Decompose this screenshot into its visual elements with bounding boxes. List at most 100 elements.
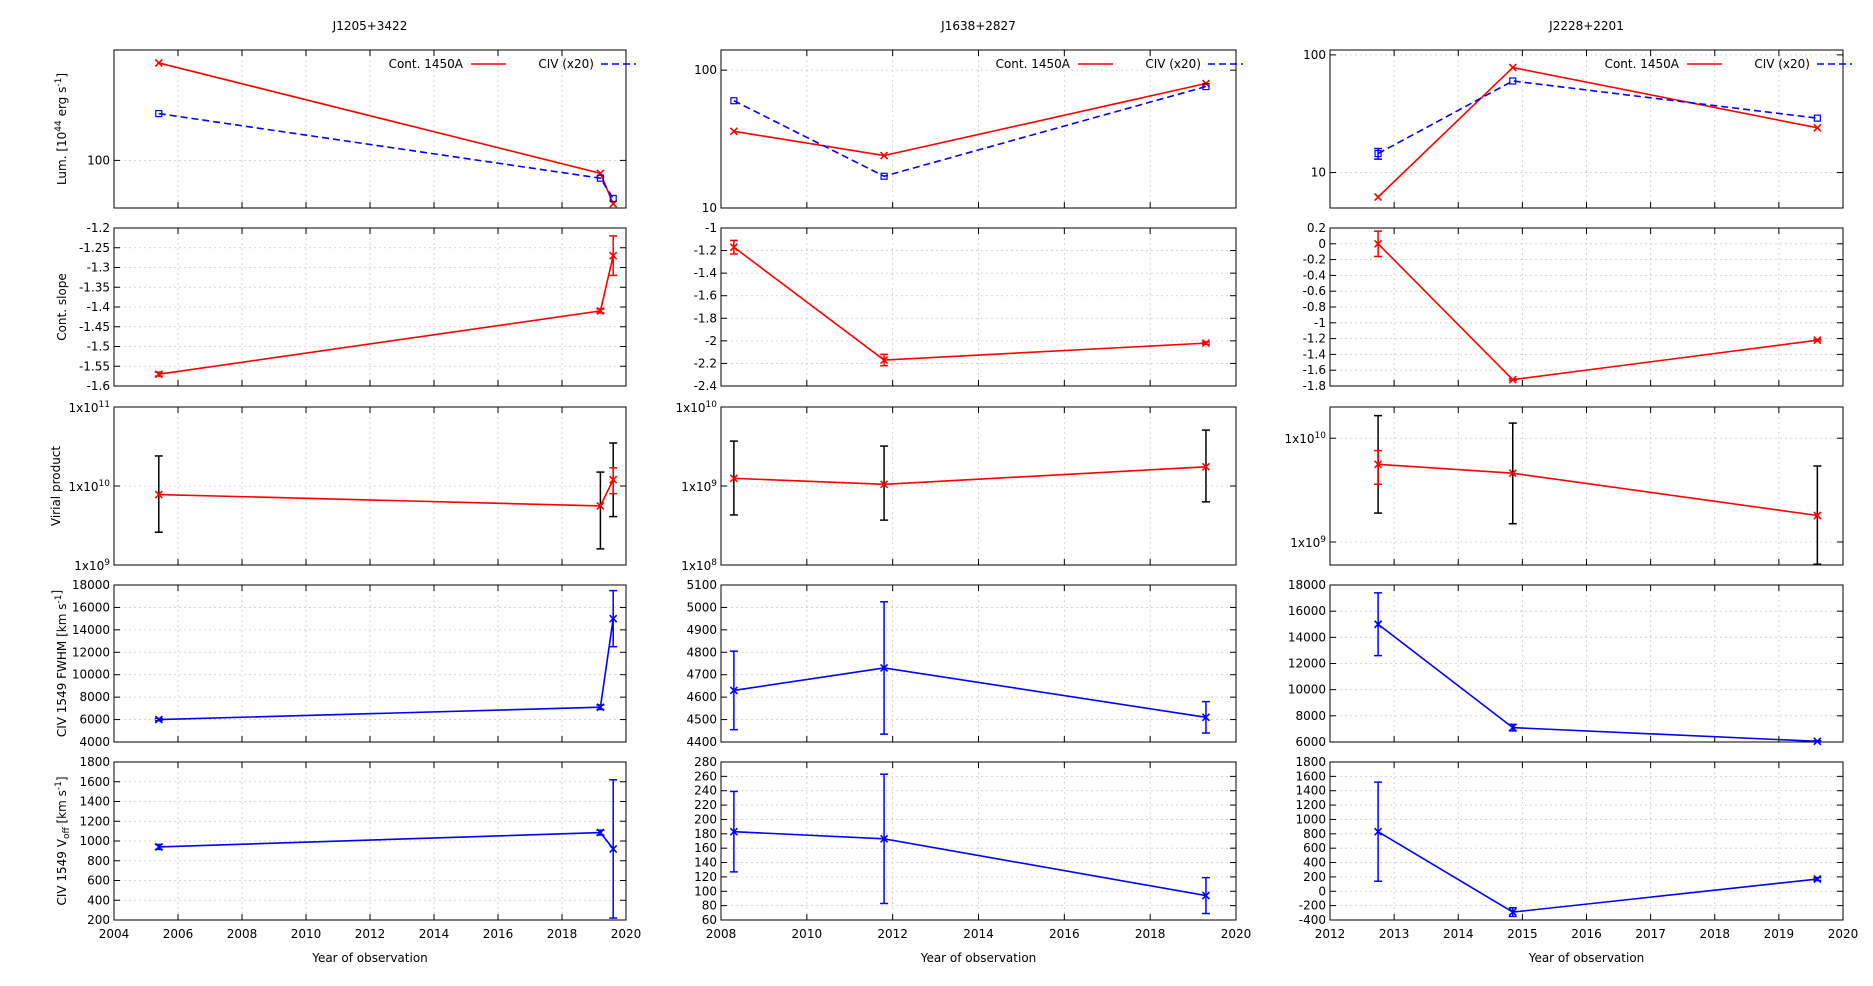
legend: Cont. 1450A CIV (x20) — [1605, 57, 1852, 71]
y-tick-label: 16000 — [1288, 604, 1326, 618]
data-point-x — [1508, 375, 1517, 384]
x-tick-label: 2014 — [419, 927, 450, 941]
y-tick-label: 60 — [702, 913, 717, 927]
data-point-x — [1374, 620, 1383, 629]
legend-label: Cont. 1450A — [1605, 57, 1680, 71]
panel-2-0: 10 100 Cont. 1450A CIV (x20) — [1303, 48, 1852, 209]
row-y-labels: Lum. [1044 erg s-1] Cont. slope Virial pro… — [49, 73, 72, 906]
marker-stroke — [729, 127, 738, 136]
y-tick-label: 10000 — [1288, 683, 1326, 697]
y-tick-label: 12000 — [72, 645, 110, 659]
y-tick-label: 0 — [1318, 884, 1326, 898]
marker-stroke — [1813, 123, 1822, 132]
marker-stroke — [596, 501, 605, 510]
marker-stroke — [1201, 462, 1211, 471]
y-tick-label: 1800 — [1295, 755, 1326, 769]
y-tick-label: 1000 — [1295, 812, 1326, 826]
series-line-red — [1378, 463, 1818, 517]
marker-stroke — [154, 370, 163, 379]
plot-frame — [1329, 761, 1844, 921]
marker-stroke — [729, 686, 738, 695]
series-line-blue — [733, 667, 1207, 719]
marker-stroke — [1508, 375, 1517, 384]
series-line-red — [733, 466, 1207, 486]
panel-1-3: 4400 4500 4600 4700 4800 4900 5000 5100 — [686, 578, 1237, 749]
marker-stroke — [596, 306, 605, 316]
data-point-x — [1201, 462, 1211, 471]
y-tick-label: 4900 — [686, 623, 717, 637]
y-axis-label: Cont. slope — [55, 273, 69, 341]
x-tick-label: 2004 — [99, 927, 130, 941]
y-tick-label: 100 — [694, 63, 717, 77]
data-point-square — [730, 97, 738, 105]
data-point-x — [609, 475, 618, 484]
plot-frame — [1329, 49, 1844, 209]
y-tick-label: 600 — [87, 874, 110, 888]
y-tick-label: 4000 — [79, 735, 110, 749]
y-tick-label: 1x1010 — [676, 400, 718, 415]
marker-stroke — [154, 715, 163, 724]
y-tick-label: 1200 — [1295, 798, 1326, 812]
x-tick-label: 2010 — [291, 927, 322, 941]
y-tick-label: 260 — [694, 769, 717, 783]
y-tick-label: 14000 — [72, 623, 110, 637]
y-tick-label: -1.45 — [79, 320, 110, 334]
data-point-x — [609, 251, 618, 260]
y-tick-label: 800 — [87, 854, 110, 868]
y-tick-label: 4600 — [686, 690, 717, 704]
data-point-x — [1813, 874, 1822, 884]
panel-2-1: -1.8 -1.6 -1.4-1.2 -1 -0.8 -0.6 -0.4-0.2 0 0.2 — [1303, 221, 1844, 393]
chart-title: J2228+2201 — [1548, 19, 1624, 33]
y-tick-label: -1.4 — [694, 266, 717, 280]
y-tick-label: 8000 — [1295, 709, 1326, 723]
y-tick-label: -1.6 — [694, 289, 717, 303]
x-tick-label: 2015 — [1507, 927, 1538, 941]
y-tick-label: 0.2 — [1307, 221, 1326, 235]
data-point-x — [880, 480, 889, 489]
panel-1-0: 10 100 Cont. 1450A CIV (x20) — [694, 49, 1243, 215]
marker-stroke — [1374, 827, 1383, 836]
panel-0-0: 100 Cont. 1450A CIV (x20) — [87, 49, 636, 209]
y-tick-label: 140 — [694, 856, 717, 870]
data-point-x — [609, 844, 618, 853]
marker-stroke — [1813, 336, 1822, 345]
legend-label: CIV (x20) — [1754, 57, 1810, 71]
y-tick-label: 1x1010 — [69, 479, 111, 494]
panel-0-4: 200 400 600 800 1000 1200 1400 1600 1800 2004 2006… — [79, 755, 641, 965]
data-point-square — [609, 194, 617, 203]
y-tick-label: 1400 — [1295, 784, 1326, 798]
data-point-x — [154, 370, 163, 379]
x-tick-label: 2008 — [706, 927, 737, 941]
data-point-x — [880, 355, 889, 365]
legend: Cont. 1450A CIV (x20) — [389, 57, 636, 71]
marker-stroke — [1201, 891, 1211, 900]
data-point-square — [1509, 77, 1517, 85]
series-line-red — [733, 82, 1207, 157]
y-tick-label: -1.8 — [694, 311, 717, 325]
series-line-blue — [1377, 80, 1818, 155]
y-tick-label: -1.25 — [79, 241, 110, 255]
y-tick-label: 1x109 — [1290, 535, 1326, 550]
marker-stroke — [1508, 63, 1517, 72]
y-tick-label: 120 — [694, 870, 717, 884]
y-tick-label: 400 — [87, 893, 110, 907]
y-tick-label: -1 — [1314, 316, 1326, 330]
y-tick-label: 1600 — [1295, 769, 1326, 783]
y-tick-label: 1200 — [79, 814, 110, 828]
y-tick-label: 1x109 — [74, 558, 110, 573]
panel-2-2: 1x109 1x1010 — [1285, 406, 1844, 566]
plot-frame — [720, 584, 1237, 743]
y-tick-label: 600 — [1303, 841, 1326, 855]
panel-2-4: -400-20002004006008001000120014001600180… — [1295, 755, 1858, 965]
y-tick-label: 18000 — [1288, 578, 1326, 592]
y-tick-label: -1.35 — [79, 280, 110, 294]
y-tick-label: 400 — [1303, 856, 1326, 870]
y-tick-label: 10000 — [72, 668, 110, 682]
y-tick-label: 180 — [694, 827, 717, 841]
chart-title: J1638+2827 — [940, 19, 1016, 33]
marker-stroke — [1374, 460, 1383, 469]
marker-stroke — [1201, 339, 1211, 348]
plot-frame — [1329, 406, 1844, 566]
x-tick-label: 2012 — [355, 927, 386, 941]
